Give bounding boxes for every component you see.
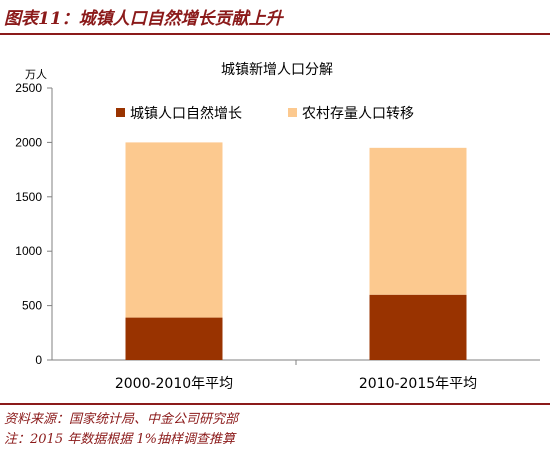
- bar-segment-rural-transfer: [125, 142, 223, 318]
- figure-title: 图表11：城镇人口自然增长贡献上升: [4, 9, 283, 29]
- y-unit-label: 万人: [25, 68, 47, 81]
- x-tick-label: 2010-2015年平均: [359, 376, 477, 392]
- chart-title: 城镇新增人口分解: [221, 62, 333, 78]
- bar-segment-natural-growth: [369, 294, 467, 360]
- y-tick-label: 1000: [15, 244, 42, 258]
- y-tick-label: 1500: [15, 190, 42, 204]
- y-tick-label: 2000: [15, 135, 42, 149]
- legend-label: 农村存量人口转移: [302, 106, 414, 122]
- bar-segment-natural-growth: [125, 317, 223, 360]
- stacked-bar-chart: 城镇新增人口分解 万人 0 500 1000 1500 2000 2500 2000-2010年…: [15, 62, 540, 392]
- title-rule: [0, 33, 550, 35]
- y-tick-label: 500: [22, 299, 42, 313]
- legend-label: 城镇人口自然增长: [130, 105, 242, 122]
- y-tick-label: 0: [35, 353, 42, 367]
- legend-swatch: [116, 108, 125, 117]
- source-note: 资料来源：国家统计局、中金公司研究部: [4, 412, 239, 427]
- bar-segment-rural-transfer: [369, 147, 467, 295]
- legend-swatch: [288, 108, 297, 117]
- footer-rule: [0, 403, 550, 405]
- x-tick-label: 2000-2010年平均: [115, 376, 233, 392]
- footnote: 注：2015 年数据根据 1%抽样调查推算: [4, 432, 235, 447]
- y-tick-label: 2500: [15, 81, 42, 95]
